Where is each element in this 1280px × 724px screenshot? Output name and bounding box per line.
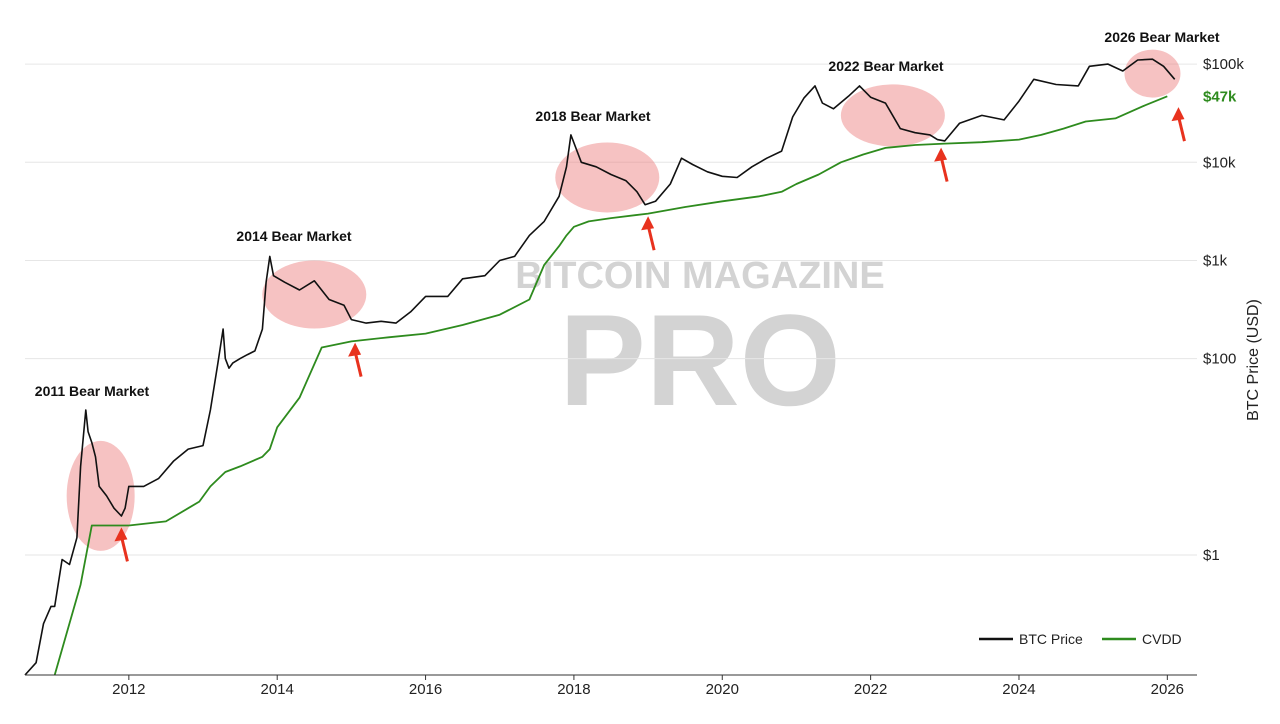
watermark-line1: BITCOIN MAGAZINE xyxy=(515,255,884,297)
watermark: BITCOIN MAGAZINE PRO xyxy=(515,255,884,433)
btc-price-line xyxy=(24,58,1176,676)
y-tick-label: $10k xyxy=(1203,154,1236,171)
arrow-head xyxy=(1171,107,1185,122)
highlight-ellipse xyxy=(66,440,135,551)
x-axis: 2012 2014 2016 2018 2020 2022 2024 2026 xyxy=(25,674,1197,698)
arrow-head xyxy=(934,147,948,162)
annotation-label: 2026 Bear Market xyxy=(1104,29,1220,45)
x-tick-label: 2014 xyxy=(261,681,294,698)
annotation-label: 2018 Bear Market xyxy=(535,108,651,124)
annotation-label: 2014 Bear Market xyxy=(236,228,352,244)
legend-label: BTC Price xyxy=(1019,631,1083,647)
arrow-head xyxy=(114,527,128,542)
x-tick-label: 2022 xyxy=(854,681,887,698)
arrow-shaft xyxy=(1176,115,1186,142)
x-tick-label: 2016 xyxy=(409,681,442,698)
x-tick-label: 2020 xyxy=(706,681,739,698)
annotation-label: 2022 Bear Market xyxy=(828,58,944,74)
series xyxy=(24,58,1176,676)
legend: BTC Price CVDD xyxy=(979,631,1182,647)
legend-label: CVDD xyxy=(1142,631,1182,647)
annotations: 2011 Bear Market 2014 Bear Market 2018 Bea… xyxy=(35,29,1220,399)
arrow-head xyxy=(348,342,362,357)
highlight-ellipse xyxy=(1124,49,1181,98)
y-axis-label: BTC Price (USD) xyxy=(1245,299,1262,421)
arrow-shaft xyxy=(353,351,363,377)
y-tick-label: $100k xyxy=(1203,56,1244,73)
grid xyxy=(25,63,1197,556)
annotation-label: 2011 Bear Market xyxy=(35,383,150,399)
y-tick-label: $100 xyxy=(1203,351,1236,368)
arrow-head xyxy=(641,216,655,231)
arrow-shaft xyxy=(646,224,656,251)
x-tick-label: 2012 xyxy=(112,681,145,698)
arrow-shaft xyxy=(119,536,129,562)
x-tick-label: 2024 xyxy=(1002,681,1035,698)
x-tick-label: 2026 xyxy=(1151,681,1184,698)
bottom-arrows xyxy=(114,107,1186,562)
highlight-ellipse xyxy=(262,260,367,329)
y-tick-label: $1k xyxy=(1203,252,1228,269)
cvdd-value-label: $47k xyxy=(1203,88,1237,105)
highlight-ellipse xyxy=(555,142,660,213)
y-axis: $1 $100 $1k $10k $100k $47k xyxy=(1203,56,1244,564)
arrow-shaft xyxy=(939,156,949,182)
cvdd-line xyxy=(53,95,1168,676)
x-tick-label: 2018 xyxy=(557,681,590,698)
y-tick-label: $1 xyxy=(1203,547,1220,564)
watermark-line2: PRO xyxy=(559,287,841,433)
